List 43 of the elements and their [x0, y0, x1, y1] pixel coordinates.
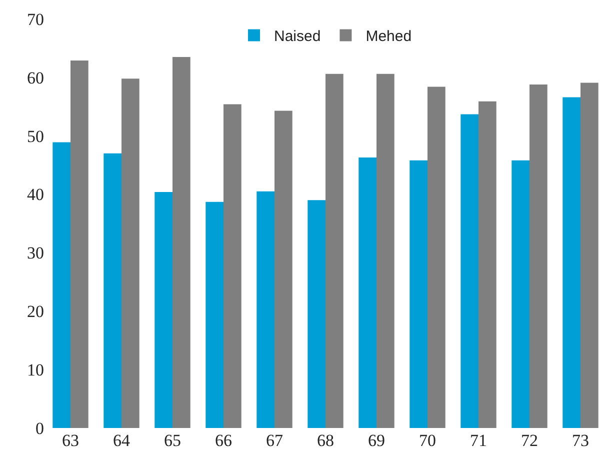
- y-tick-label: 0: [36, 418, 44, 438]
- bar: [104, 153, 122, 428]
- y-tick-label: 50: [27, 126, 44, 146]
- y-tick-label: 20: [27, 302, 44, 322]
- bar: [580, 82, 598, 428]
- bar: [478, 101, 496, 428]
- bar: [206, 202, 224, 428]
- x-tick-label: 71: [470, 431, 487, 450]
- bar: [530, 84, 548, 428]
- legend-label: Naised: [274, 28, 321, 46]
- bar: [428, 86, 446, 428]
- bar: [308, 200, 326, 428]
- bar: [460, 114, 478, 428]
- x-tick-label: 65: [164, 431, 181, 450]
- x-tick-label: 67: [266, 431, 284, 450]
- bar: [274, 110, 292, 428]
- bar: [512, 160, 530, 428]
- bar: [410, 160, 428, 428]
- y-tick-label: 30: [27, 244, 44, 263]
- x-tick-label: 73: [572, 431, 589, 450]
- bar: [70, 60, 88, 428]
- y-tick-label: 60: [27, 68, 44, 88]
- x-tick-label: 63: [62, 431, 79, 450]
- bar: [326, 74, 344, 428]
- x-tick-label: 72: [521, 431, 538, 450]
- bar: [256, 191, 274, 428]
- bar: [154, 192, 172, 428]
- x-tick-label: 64: [113, 431, 130, 450]
- bar: [122, 78, 140, 428]
- x-tick-label: 69: [368, 431, 385, 450]
- bar: [172, 56, 190, 428]
- y-tick-label: 70: [27, 10, 44, 29]
- y-tick-label: 10: [27, 360, 44, 380]
- bar: [358, 157, 376, 428]
- legend-label: Mehed: [366, 28, 412, 46]
- bar: [562, 97, 580, 428]
- x-tick-label: 70: [419, 431, 436, 450]
- bar: [376, 74, 394, 428]
- x-tick-label: 68: [317, 431, 334, 450]
- bar: [52, 142, 70, 428]
- y-tick-label: 40: [27, 185, 44, 204]
- x-tick-label: 66: [215, 431, 232, 450]
- bar: [224, 104, 242, 428]
